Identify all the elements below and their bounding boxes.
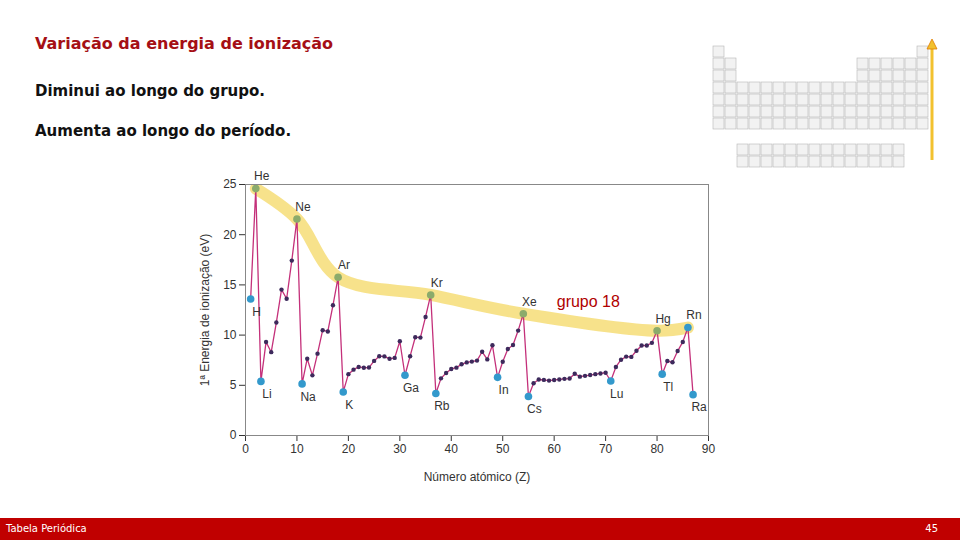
svg-text:20: 20	[342, 442, 356, 456]
svg-text:90: 90	[702, 442, 716, 456]
svg-text:10: 10	[290, 442, 304, 456]
svg-text:60: 60	[547, 442, 561, 456]
svg-text:70: 70	[599, 442, 613, 456]
svg-text:Tl: Tl	[663, 380, 673, 394]
html-text:Tabela Periódica: Tabela Periódica	[6, 523, 87, 534]
html-text:Diminui ao longo do grupo.: Diminui ao longo do grupo.	[35, 82, 265, 100]
svg-text:10: 10	[223, 328, 237, 342]
svg-text:Kr: Kr	[431, 276, 443, 290]
svg-text:Número atómico (Z): Número atómico (Z)	[424, 470, 531, 484]
svg-text:Cs: Cs	[527, 402, 542, 416]
svg-text:Xe: Xe	[522, 295, 537, 309]
svg-text:Rn: Rn	[686, 308, 701, 322]
svg-text:grupo 18: grupo 18	[557, 293, 620, 310]
svg-text:He: He	[254, 170, 270, 183]
svg-text:Hg: Hg	[655, 312, 670, 326]
svg-text:40: 40	[445, 442, 459, 456]
svg-text:Ne: Ne	[295, 200, 311, 214]
svg-text:1ª Energia de ionização (eV): 1ª Energia de ionização (eV)	[198, 234, 212, 387]
svg-text:Lu: Lu	[610, 387, 623, 401]
svg-text:Li: Li	[262, 387, 271, 401]
svg-text:5: 5	[230, 378, 237, 392]
svg-text:0: 0	[230, 428, 237, 442]
svg-text:Rb: Rb	[434, 399, 450, 413]
html-text:Aumenta ao longo do período.: Aumenta ao longo do período.	[35, 122, 292, 140]
svg-text:Ra: Ra	[691, 400, 707, 414]
svg-text:25: 25	[223, 177, 237, 191]
svg-text:H: H	[252, 305, 261, 319]
html-text:Variação da energia de ionizaç: Variação da energia de ionização	[35, 34, 333, 53]
svg-text:Ar: Ar	[338, 258, 350, 272]
svg-text:15: 15	[223, 278, 237, 292]
svg-text:0: 0	[242, 442, 249, 456]
html-text:45: 45	[925, 523, 938, 534]
svg-text:In: In	[499, 383, 509, 397]
svg-text:80: 80	[650, 442, 664, 456]
svg-text:Na: Na	[300, 390, 316, 404]
svg-text:30: 30	[393, 442, 407, 456]
svg-text:50: 50	[496, 442, 510, 456]
svg-text:Ga: Ga	[403, 381, 419, 395]
svg-text:20: 20	[223, 228, 237, 242]
svg-text:K: K	[345, 398, 353, 412]
